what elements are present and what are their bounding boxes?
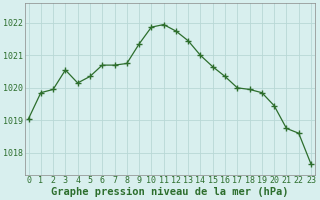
X-axis label: Graphe pression niveau de la mer (hPa): Graphe pression niveau de la mer (hPa): [51, 186, 289, 197]
